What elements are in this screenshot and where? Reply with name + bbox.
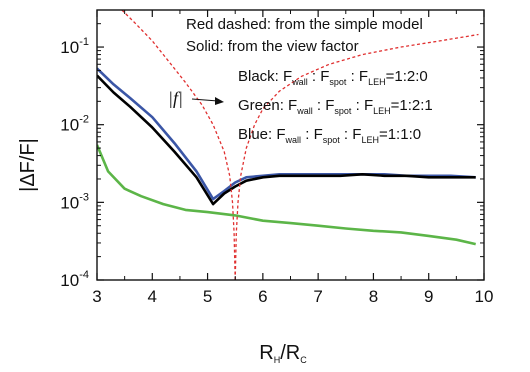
y-tick-label: 10-3 <box>60 191 89 212</box>
x-axis-label: RH/RC <box>259 342 307 365</box>
legend-solid: Solid: from the view factor <box>186 38 359 55</box>
ratio-labels: Black: Fwall : Fspot : FLEH=1:2:0Green: … <box>238 68 433 145</box>
ratio-term-f: F <box>359 68 368 85</box>
y-axis-label: |ΔF/F| <box>17 138 39 192</box>
ratio-value: 1:1:0 <box>388 126 421 143</box>
ratio-sep: = <box>386 68 395 85</box>
x-label-main: R <box>259 342 273 364</box>
series-layer <box>97 10 479 280</box>
ratio-value: 1:2:0 <box>394 68 427 85</box>
x-tick-label: 10 <box>475 287 494 306</box>
y-tick-exponent: -4 <box>79 269 89 281</box>
ratio-color-name: Green: <box>238 97 288 114</box>
ratio-term-f: F <box>320 68 329 85</box>
x-tick-label: 5 <box>203 287 212 306</box>
x-tick-label: 8 <box>369 287 378 306</box>
y-tick-base: 10 <box>60 38 79 57</box>
y-tick-base: 10 <box>60 271 79 290</box>
x-label-sub2: C <box>300 355 307 365</box>
ratio-sep: : <box>340 126 353 143</box>
arrow-head <box>215 97 224 105</box>
ratio-sep: : <box>346 68 359 85</box>
y-tick-label: 10-2 <box>60 114 89 135</box>
ratio-term-f: F <box>314 126 323 143</box>
ratio-value: 1:2:1 <box>399 97 432 114</box>
ratio-label-green: Green: Fwall : Fspot : FLEH=1:2:1 <box>238 97 433 116</box>
ratio-color-name: Black: <box>238 68 283 85</box>
ratio-term-f: F <box>364 97 373 114</box>
y-tick-exponent: -3 <box>79 191 89 203</box>
y-tick-base: 10 <box>60 116 79 135</box>
series-line-red-left <box>121 10 236 280</box>
x-tick-label: 9 <box>424 287 433 306</box>
ratio-label-black: Black: Fwall : Fspot : FLEH=1:2:0 <box>238 68 428 87</box>
x-tick-label: 3 <box>92 287 101 306</box>
x-label-sub1: H <box>274 355 281 365</box>
ratio-sep: : <box>351 97 364 114</box>
legend-red-dashed: Red dashed: from the simple model <box>186 16 423 33</box>
y-tick-exponent: -1 <box>79 36 89 48</box>
ratio-term-sub: spot <box>323 135 341 145</box>
y-tick-label: 10-4 <box>60 269 89 290</box>
ratio-term-sub: wall <box>291 77 308 87</box>
ratio-sep: : <box>313 97 326 114</box>
x-tick-label: 6 <box>258 287 267 306</box>
ratio-term-f: F <box>283 68 292 85</box>
x-tick-label: 7 <box>313 287 322 306</box>
ratio-label-blue: Blue: Fwall : Fspot : FLEH=1:1:0 <box>238 126 421 145</box>
ratio-color-name: Blue: <box>238 126 276 143</box>
ratio-term-sub: wall <box>296 106 313 116</box>
arrow-line <box>191 98 219 102</box>
x-label-slash: /R <box>280 342 300 364</box>
ratio-term-sub: wall <box>285 135 302 145</box>
series-line-red-right <box>234 33 479 280</box>
arrow-label: |f| <box>168 88 183 108</box>
ratio-term-f: F <box>352 126 361 143</box>
ratio-term-sub: LEH <box>368 77 386 87</box>
y-tick-label: 10-1 <box>60 36 89 57</box>
ratio-term-sub: spot <box>334 106 352 116</box>
y-tick-base: 10 <box>60 193 79 212</box>
ratio-sep: = <box>379 126 388 143</box>
ratio-term-f: F <box>288 97 297 114</box>
y-tick-exponent: -2 <box>79 114 89 126</box>
ratio-sep: = <box>391 97 400 114</box>
ratio-term-sub: LEH <box>361 135 379 145</box>
ratio-sep: : <box>308 68 321 85</box>
ratio-term-f: F <box>276 126 285 143</box>
ratio-term-f: F <box>325 97 334 114</box>
series-line-green <box>97 144 476 246</box>
ratio-term-sub: LEH <box>373 106 391 116</box>
ratio-term-sub: spot <box>329 77 347 87</box>
x-tick-label: 4 <box>148 287 157 306</box>
ratio-sep: : <box>301 126 314 143</box>
series-line-black <box>97 74 476 206</box>
